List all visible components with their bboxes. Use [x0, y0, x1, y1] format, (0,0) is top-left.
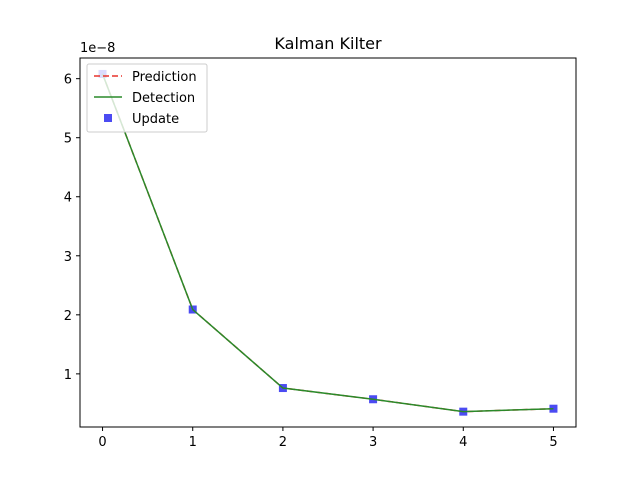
chart-title: Kalman Kilter	[274, 34, 382, 53]
legend-box	[86, 63, 208, 133]
plot-frame	[79, 57, 577, 428]
legend-update-label: Update	[132, 112, 179, 127]
y-tick-label: 2	[64, 309, 72, 324]
x-tick-label: 0	[98, 435, 106, 450]
y-tick-label: 5	[64, 132, 72, 147]
axes-layer: 0 1 2 3 4 5 1 2 3 4 5 6	[64, 73, 558, 450]
x-tick-label: 2	[279, 435, 287, 450]
legend-prediction-label: Prediction	[132, 70, 197, 85]
legend-update-swatch	[104, 114, 112, 122]
y-tick-label: 4	[64, 191, 72, 206]
x-tick-label: 3	[369, 435, 377, 450]
x-tick-label: 5	[549, 435, 557, 450]
y-tick-label: 3	[64, 250, 72, 265]
legend-detection-label: Detection	[132, 91, 195, 106]
y-tick-label: 1	[64, 368, 72, 383]
legend: Prediction Detection Update	[86, 63, 208, 133]
x-tick-label: 4	[459, 435, 467, 450]
x-tick-label: 1	[189, 435, 197, 450]
detection-line	[101, 73, 554, 413]
series-layer	[98, 69, 558, 416]
y-offset-label: 1e−8	[80, 41, 115, 56]
y-tick-label: 6	[64, 73, 72, 88]
